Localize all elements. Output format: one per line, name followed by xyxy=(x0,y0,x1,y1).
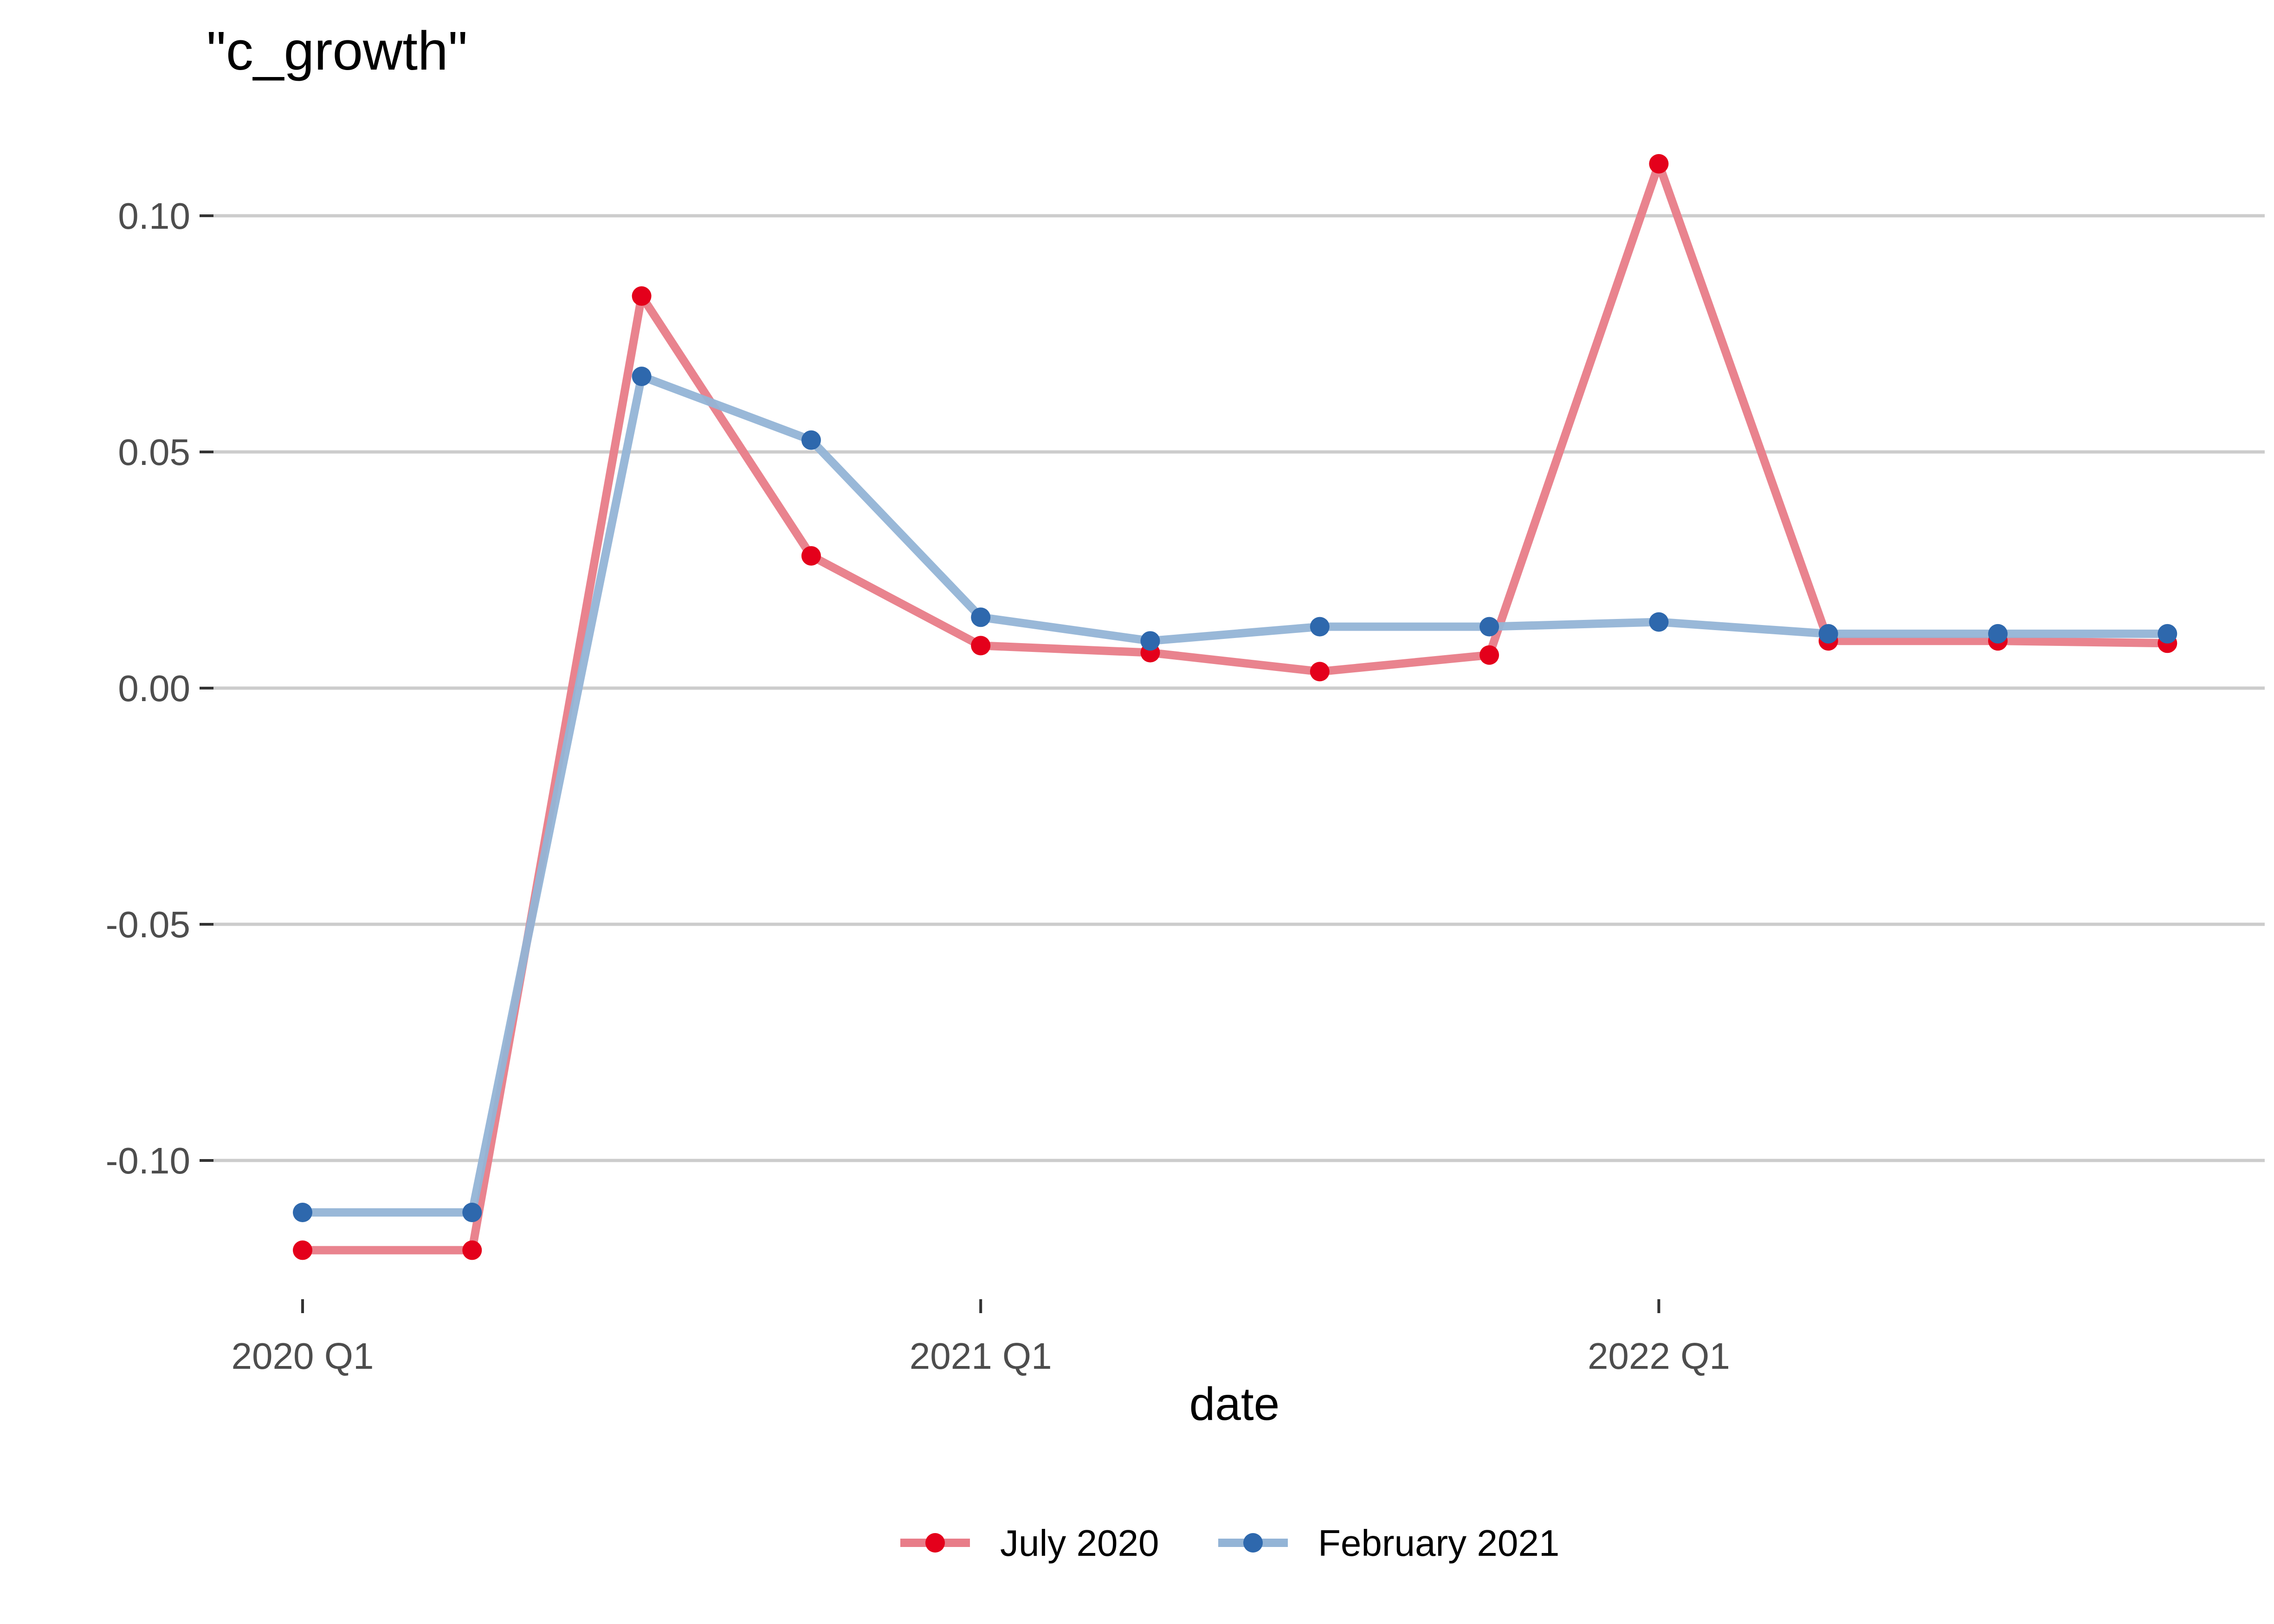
data-point xyxy=(971,607,991,627)
y-tick-label: 0.05 xyxy=(118,432,190,473)
data-point xyxy=(1310,662,1330,682)
data-point xyxy=(1649,154,1669,174)
x-tick-label: 2020 Q1 xyxy=(232,1335,374,1377)
legend-label: July 2020 xyxy=(1000,1522,1159,1564)
legend-label: February 2021 xyxy=(1318,1522,1559,1564)
data-point xyxy=(2158,624,2177,644)
x-axis: 2020 Q1 2021 Q1 2022 Q1 xyxy=(232,1299,1730,1377)
data-point xyxy=(1649,612,1669,632)
legend-key-point xyxy=(925,1533,945,1553)
x-tick-label: 2022 Q1 xyxy=(1588,1335,1730,1377)
y-tick-label: 0.00 xyxy=(118,668,190,709)
data-point xyxy=(1479,645,1499,665)
data-point xyxy=(1818,624,1838,644)
data-point xyxy=(1479,617,1499,637)
series-july-2020 xyxy=(298,160,2172,1255)
data-point xyxy=(1988,624,2008,644)
data-point xyxy=(462,1240,482,1260)
gridlines xyxy=(213,214,2265,1162)
legend-item: July 2020 xyxy=(900,1522,1159,1564)
data-point xyxy=(801,430,821,450)
y-tick-label: -0.05 xyxy=(106,904,190,945)
series-line xyxy=(298,372,2172,1217)
legend-item: February 2021 xyxy=(1218,1522,1559,1564)
series-february-2021 xyxy=(298,372,2172,1217)
legend: July 2020 February 2021 xyxy=(900,1522,1559,1564)
x-tick-label: 2021 Q1 xyxy=(910,1335,1052,1377)
y-tick-label: -0.10 xyxy=(106,1140,190,1181)
legend-key-point xyxy=(1243,1533,1263,1553)
data-point xyxy=(632,367,652,387)
series-group xyxy=(293,154,2177,1260)
data-point xyxy=(293,1240,312,1260)
data-point xyxy=(462,1202,482,1222)
data-point xyxy=(293,1202,312,1222)
x-axis-title: date xyxy=(1189,1378,1280,1430)
y-tick-label: 0.10 xyxy=(118,195,190,237)
data-point xyxy=(971,636,991,656)
series-points xyxy=(293,367,2177,1222)
y-axis: -0.10 -0.05 0.00 0.05 0.10 xyxy=(106,195,213,1181)
data-point xyxy=(801,546,821,566)
data-point xyxy=(1140,631,1160,651)
series-line xyxy=(298,160,2172,1255)
data-point xyxy=(1310,617,1330,637)
chart-title: "c_growth" xyxy=(207,20,468,82)
data-point xyxy=(632,286,652,306)
